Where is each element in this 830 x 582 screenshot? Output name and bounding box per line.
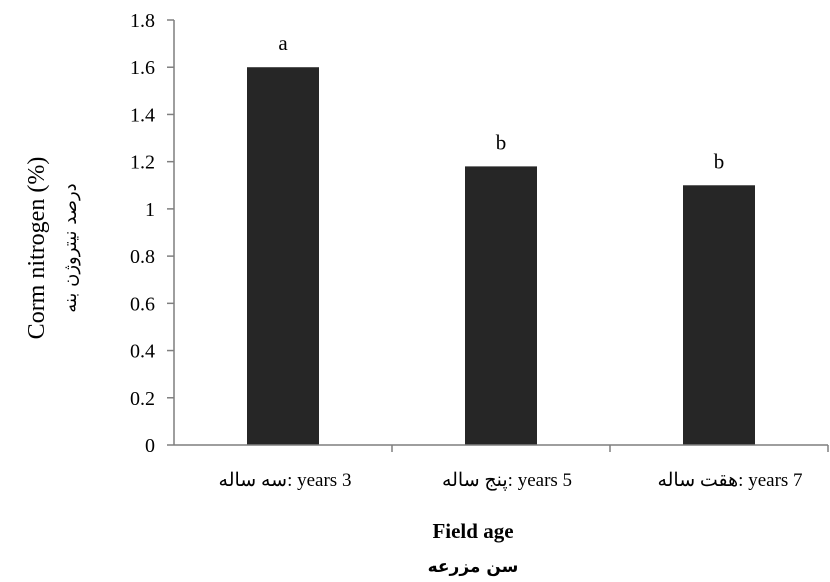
y-tick-label: 0.6	[130, 293, 155, 315]
data-labels: a b b	[278, 31, 724, 173]
x-category-labels: 3 years :سه ساله 5 years :پنج ساله 7 years…	[219, 445, 829, 491]
y-tick-label: 1.6	[130, 57, 155, 79]
bar	[683, 185, 755, 445]
y-tick-label: 1.8	[130, 10, 155, 32]
y-tick-label: 1.4	[130, 104, 155, 126]
bar	[465, 166, 537, 445]
data-label: b	[714, 149, 725, 173]
axes	[173, 20, 828, 446]
y-tick-label: 1	[145, 199, 155, 221]
x-category-label: 5 years :پنج ساله	[442, 470, 572, 491]
data-label: b	[496, 130, 507, 154]
x-axis-title: Field age	[432, 519, 513, 543]
y-tick-label: 0.4	[130, 341, 155, 363]
y-tick-label: 0	[145, 435, 155, 457]
x-category-label: 7 years :هقت ساله	[657, 470, 802, 491]
y-tick-label: 0.8	[130, 246, 155, 268]
y-axis-title: Corm nitrogen (%)	[24, 157, 50, 340]
x-category-label: 3 years :سه ساله	[219, 470, 352, 491]
x-axis-title-secondary: سن مزرعه	[428, 557, 519, 577]
y-tick-labels: 0 0.2 0.4 0.6 0.8 1 1.2 1.4 1.6 1.8	[130, 10, 174, 457]
data-label: a	[278, 31, 288, 55]
plot-area	[247, 67, 755, 445]
y-tick-label: 1.2	[130, 152, 155, 174]
bar	[247, 67, 319, 445]
y-axis-title-secondary: درصد نیتروژن بنه	[60, 183, 81, 312]
y-tick-label: 0.2	[130, 388, 155, 410]
